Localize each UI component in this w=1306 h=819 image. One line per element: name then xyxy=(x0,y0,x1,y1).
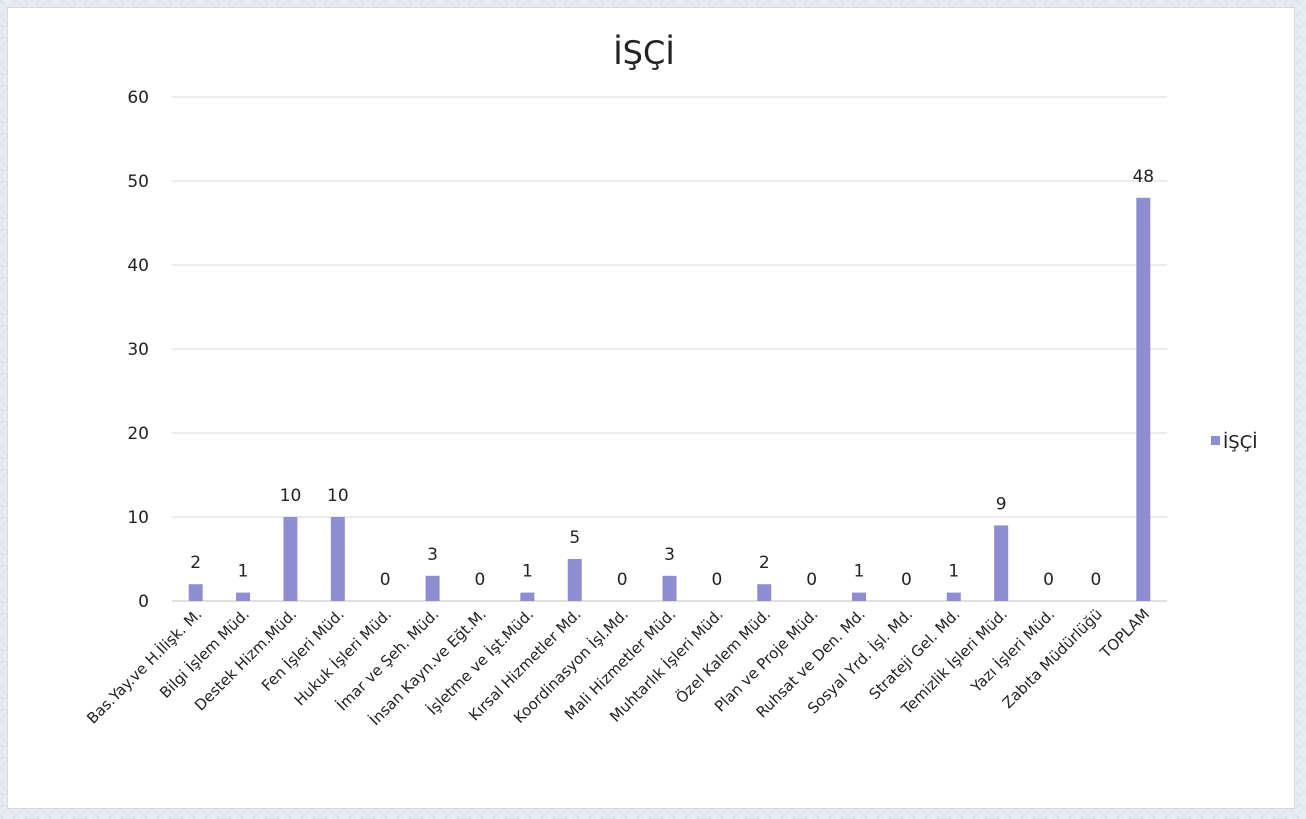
data-label: 0 xyxy=(806,570,817,590)
bar xyxy=(520,592,535,601)
legend-swatch xyxy=(1211,436,1220,445)
data-label: 3 xyxy=(427,545,438,565)
y-tick-label: 20 xyxy=(127,424,149,444)
y-tick-label: 0 xyxy=(138,592,149,612)
data-label: 1 xyxy=(948,562,959,582)
data-label: 0 xyxy=(711,570,722,590)
data-label: 48 xyxy=(1132,167,1154,187)
data-label: 5 xyxy=(569,528,580,548)
data-label: 10 xyxy=(280,486,302,506)
data-label: 0 xyxy=(1091,570,1102,590)
data-label: 0 xyxy=(475,570,486,590)
chart-title: İŞÇİ xyxy=(613,34,675,72)
data-label: 1 xyxy=(522,562,533,582)
y-tick-label: 30 xyxy=(127,340,149,360)
bar xyxy=(852,592,867,601)
bar xyxy=(283,517,298,601)
legend: İŞÇİ xyxy=(1211,432,1258,453)
bar xyxy=(236,592,251,601)
data-label: 1 xyxy=(238,562,249,582)
bar xyxy=(330,517,345,601)
bar xyxy=(1136,197,1151,602)
data-label: 0 xyxy=(617,570,628,590)
data-label: 3 xyxy=(664,545,675,565)
bar xyxy=(425,575,440,601)
x-tick-label: Fen İşleri Müd. xyxy=(257,604,347,694)
data-label: 0 xyxy=(380,570,391,590)
bar xyxy=(994,525,1009,601)
y-tick-label: 50 xyxy=(127,172,149,192)
legend-label: İŞÇİ xyxy=(1223,432,1258,453)
bar xyxy=(662,575,677,601)
bar xyxy=(567,559,582,601)
data-label: 0 xyxy=(901,570,912,590)
data-label: 9 xyxy=(996,494,1007,514)
data-label: 10 xyxy=(327,486,349,506)
y-tick-label: 40 xyxy=(127,256,149,276)
data-label: 2 xyxy=(759,553,770,573)
y-tick-label: 10 xyxy=(127,508,149,528)
data-label: 0 xyxy=(1043,570,1054,590)
y-tick-label: 60 xyxy=(127,88,149,108)
data-label: 2 xyxy=(190,553,201,573)
bars xyxy=(188,197,1151,602)
bar xyxy=(946,592,961,601)
grid-lines xyxy=(172,96,1167,602)
chart-panel: İŞÇİ 0 10 20 30 40 50 60 2 1 10 10 0 3 0 1 5 0 3 0 2 0 1 0 1 9 0… xyxy=(7,7,1295,809)
y-axis-ticks: 0 10 20 30 40 50 60 xyxy=(127,88,149,612)
bar xyxy=(757,584,772,601)
bar xyxy=(188,584,203,601)
x-tick-label: TOPLAM xyxy=(1096,605,1153,662)
x-tick-label: Yazı İşleri Müd. xyxy=(966,604,1058,696)
data-label: 1 xyxy=(854,562,865,582)
x-axis-ticks: Bas.Yay.ve H.İlişk. M.Bilgi İşlem Müd.De… xyxy=(82,604,1153,729)
